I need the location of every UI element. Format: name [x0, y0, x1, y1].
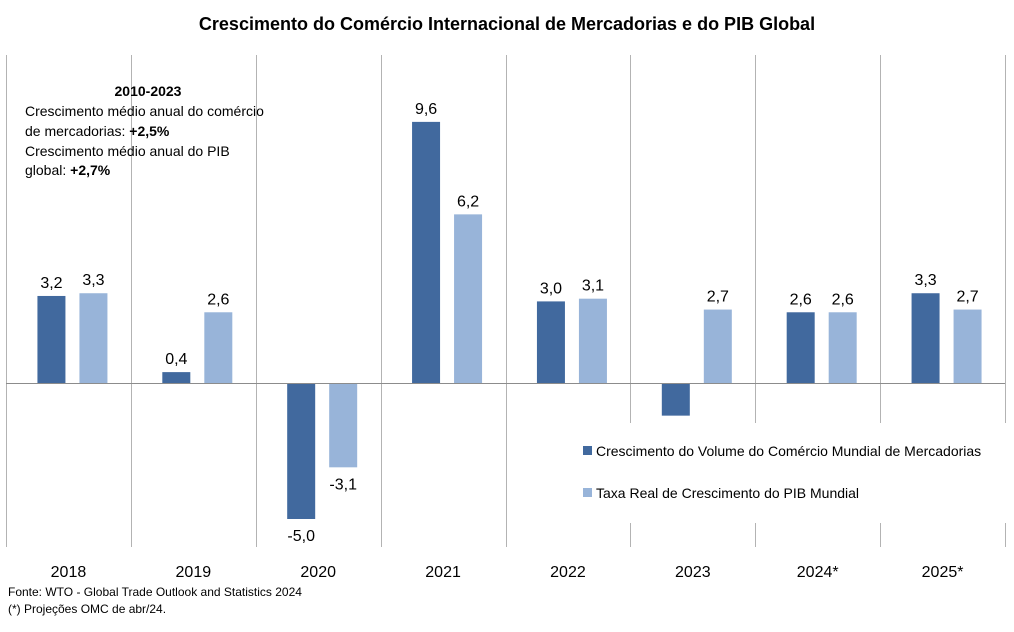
annotation-line-1: Crescimento médio anual do comércio [25, 103, 264, 119]
bar-gdp-2019 [204, 312, 233, 383]
bar-gdp-2021 [454, 214, 483, 383]
data-label-trade-2024: 2,6 [790, 291, 812, 308]
data-label-gdp-2019: 2,6 [207, 291, 229, 308]
data-label-trade-2022: 3,0 [540, 280, 562, 297]
annotation-line-2-prefix: de mercadorias: [25, 123, 129, 139]
data-label-gdp-2024: 2,6 [832, 291, 854, 308]
legend-background [562, 423, 1008, 523]
x-tick-label: 2019 [176, 564, 212, 581]
data-label-gdp-2025: 2,7 [956, 289, 978, 306]
data-label-gdp-2021: 6,2 [457, 193, 479, 210]
x-tick-label: 2023 [675, 564, 711, 581]
data-label-gdp-2020: -3,1 [329, 476, 357, 493]
source-note: Fonte: WTO - Global Trade Outlook and St… [8, 585, 302, 599]
data-label-gdp-2023: 2,7 [707, 289, 729, 306]
legend-label-gdp: Taxa Real de Crescimento do PIB Mundial [596, 485, 859, 501]
chart-title: Crescimento do Comércio Internacional de… [199, 14, 815, 34]
bar-gdp-2025 [953, 309, 982, 383]
bar-trade-2021 [412, 121, 441, 383]
annotation-gdp-value: +2,7% [70, 162, 111, 178]
annotation-line-3: Crescimento médio anual do PIB [25, 143, 230, 159]
bar-trade-2022 [536, 301, 565, 383]
legend: Crescimento do Volume do Comércio Mundia… [562, 423, 1008, 523]
annotation-line-4: global: +2,7% [25, 162, 111, 178]
x-tick-label: 2018 [51, 564, 87, 581]
bar-trade-2019 [162, 372, 191, 383]
annotation-heading: 2010-2023 [115, 83, 182, 99]
bar-trade-2018 [37, 295, 66, 383]
x-tick-label: 2021 [425, 564, 461, 581]
x-axis-tick-labels: 2018 2019 2020 2021 2022 2023 2024* 2025* [51, 564, 964, 581]
bar-trade-2023 [661, 383, 690, 416]
data-label-trade-2018: 3,2 [40, 275, 62, 292]
legend-label-trade: Crescimento do Volume do Comércio Mundia… [596, 443, 981, 459]
legend-swatch-gdp [583, 488, 592, 497]
bar-gdp-2023 [703, 309, 732, 383]
x-tick-label: 2022 [550, 564, 586, 581]
data-label-trade-2020: -5,0 [287, 528, 315, 545]
bar-gdp-2022 [578, 298, 607, 383]
annotation-trade-value: +2,5% [129, 123, 170, 139]
bar-gdp-2024 [828, 312, 857, 383]
legend-swatch-trade [583, 446, 592, 455]
x-tick-label: 2020 [300, 564, 336, 581]
annotation-line-4-prefix: global: [25, 162, 70, 178]
data-label-trade-2019: 0,4 [165, 351, 187, 368]
x-tick-label: 2025* [922, 564, 964, 581]
bar-trade-2025 [911, 293, 940, 383]
projection-note: (*) Projeções OMC de abr/24. [8, 602, 166, 616]
x-tick-label: 2024* [797, 564, 839, 581]
bar-trade-2024 [786, 312, 815, 383]
data-label-gdp-2022: 3,1 [582, 278, 604, 295]
data-label-trade-2021: 9,6 [415, 101, 437, 118]
bars [37, 121, 982, 519]
bar-trade-2020 [287, 383, 316, 519]
annotation-box: 2010-2023 Crescimento médio anual do com… [25, 83, 264, 178]
bar-gdp-2020 [329, 383, 358, 468]
bar-gdp-2018 [79, 293, 108, 383]
data-label-gdp-2018: 3,3 [82, 272, 104, 289]
grid-lines [6, 55, 1006, 547]
annotation-line-2: de mercadorias: +2,5% [25, 123, 170, 139]
data-label-trade-2025: 3,3 [914, 272, 936, 289]
